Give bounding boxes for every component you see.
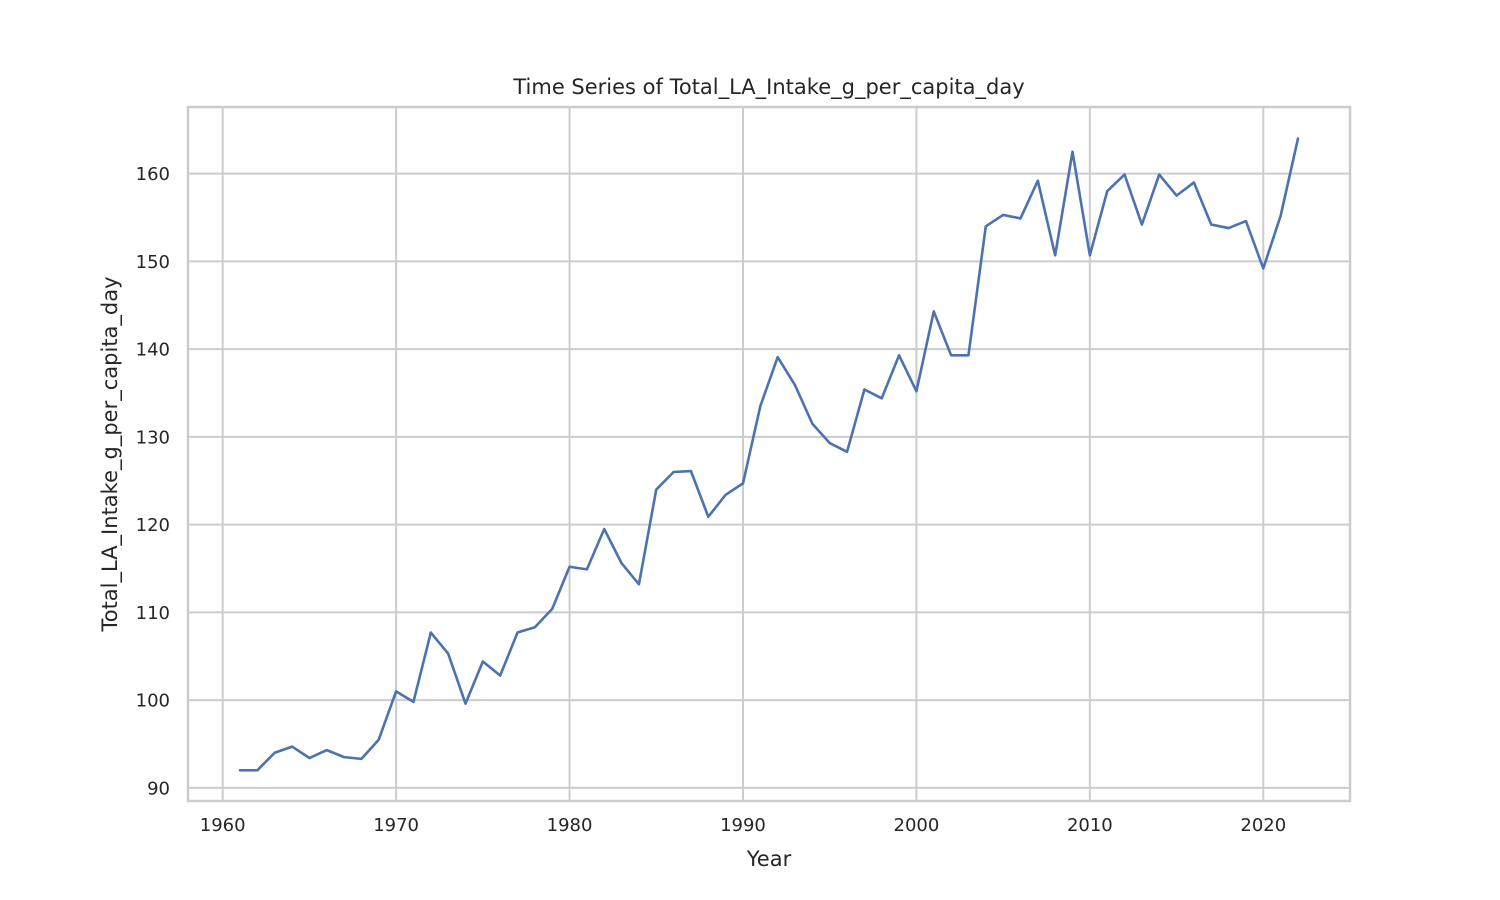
series-layer: [238, 137, 1300, 772]
y-tick-label: 150: [136, 252, 170, 273]
x-tick-label: 1970: [373, 815, 419, 836]
chart-title: Time Series of Total_LA_Intake_g_per_cap…: [512, 75, 1024, 100]
x-tick-label: 1990: [720, 815, 766, 836]
x-tick-label: 1980: [547, 815, 593, 836]
grid-lines: [188, 107, 1350, 801]
y-tick-label: 140: [136, 340, 170, 361]
plot-frame: [186, 105, 1352, 803]
series-line: [238, 137, 1300, 772]
y-tick-labels: 90 100 110 120 130 140 150 160: [136, 164, 170, 799]
y-tick-label: 90: [147, 778, 170, 799]
x-tick-label: 1960: [200, 815, 246, 836]
y-tick-label: 100: [136, 691, 170, 712]
y-tick-label: 160: [136, 164, 170, 185]
x-tick-label: 2000: [894, 815, 940, 836]
y-tick-label: 110: [136, 603, 170, 624]
x-axis-label: Year: [746, 847, 792, 871]
x-tick-label: 2020: [1240, 815, 1286, 836]
y-axis-label: Total_LA_Intake_g_per_capita_day: [98, 276, 123, 632]
x-tick-label: 2010: [1067, 815, 1113, 836]
y-tick-label: 130: [136, 427, 170, 448]
y-tick-label: 120: [136, 515, 170, 536]
x-tick-labels: 1960 1970 1980 1990 2000 2010 2020: [200, 815, 1286, 836]
